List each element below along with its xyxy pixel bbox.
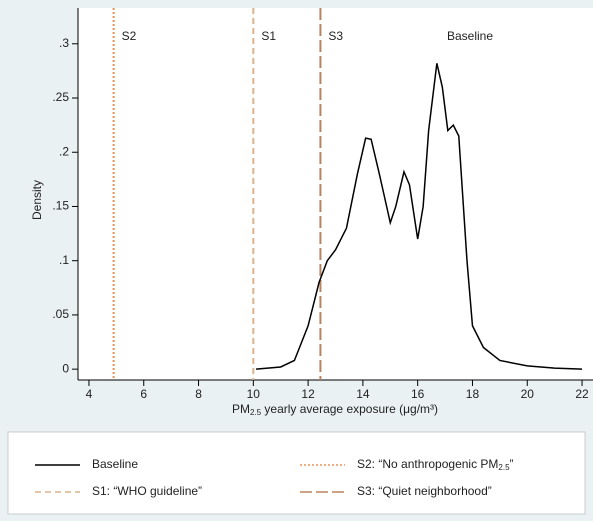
x-tick-label: 16 bbox=[411, 387, 425, 401]
x-title-sub: 2.5 bbox=[250, 408, 262, 417]
x-tick-label: 14 bbox=[356, 387, 370, 401]
x-title-part: yearly average exposure (μg/m³) bbox=[261, 402, 438, 416]
legend-text-part: S2: “No anthropogenic PM bbox=[357, 457, 498, 471]
legend-text-part: S1: “WHO guideline” bbox=[92, 484, 202, 498]
y-tick-label: .1 bbox=[59, 253, 69, 267]
legend-label: S2: “No anthropogenic PM2.5” bbox=[357, 457, 514, 472]
legend-label: S3: “Quiet neighborhood” bbox=[357, 484, 492, 498]
y-tick-label: .3 bbox=[59, 36, 69, 50]
legend-label: Baseline bbox=[92, 457, 138, 471]
density-line bbox=[255, 63, 583, 370]
x-axis-title: PM2.5 yearly average exposure (μg/m³) bbox=[232, 402, 438, 417]
x-tick-label: 20 bbox=[521, 387, 535, 401]
x-tick-label: 4 bbox=[86, 387, 93, 401]
legend-label: S1: “WHO guideline” bbox=[92, 484, 202, 498]
legend-text-part: 2.5 bbox=[498, 463, 510, 472]
y-tick-label: .2 bbox=[59, 144, 69, 158]
y-tick-label: .15 bbox=[52, 199, 69, 213]
legend-text-part: Baseline bbox=[92, 457, 138, 471]
legend bbox=[7, 431, 586, 515]
x-tick-label: 12 bbox=[301, 387, 315, 401]
reference-label: S2 bbox=[122, 29, 137, 43]
plot-area bbox=[78, 8, 593, 380]
x-title-part: PM bbox=[232, 402, 250, 416]
x-tick-label: 10 bbox=[247, 387, 261, 401]
x-tick-label: 18 bbox=[466, 387, 480, 401]
reference-label: S3 bbox=[328, 29, 343, 43]
legend-text-part: ” bbox=[510, 457, 514, 471]
y-tick-label: .25 bbox=[52, 90, 69, 104]
x-tick-label: 6 bbox=[140, 387, 147, 401]
y-tick-label: 0 bbox=[62, 361, 69, 375]
y-tick-label: .05 bbox=[52, 307, 69, 321]
x-tick-label: 8 bbox=[195, 387, 202, 401]
reference-label: S1 bbox=[261, 29, 276, 43]
y-axis-title: Density bbox=[30, 180, 44, 220]
legend-text-part: S3: “Quiet neighborhood” bbox=[357, 484, 492, 498]
x-tick-label: 22 bbox=[575, 387, 589, 401]
top-label: Baseline bbox=[447, 29, 493, 43]
